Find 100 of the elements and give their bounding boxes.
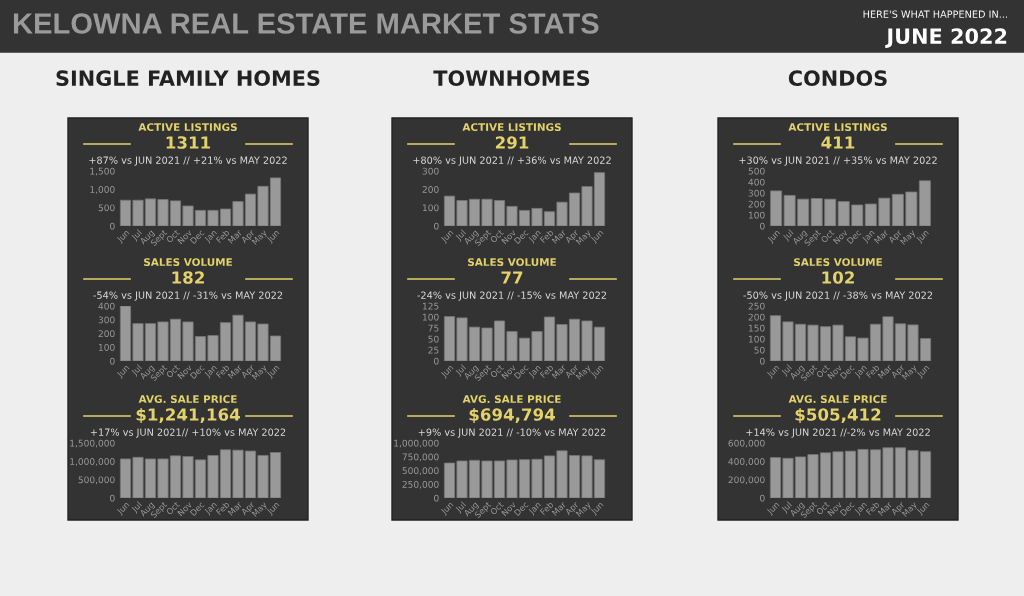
chart-subtitle: $694,794 [469, 407, 555, 424]
x-tick-label: Feb [215, 364, 230, 379]
x-tick-label: Jun [590, 364, 605, 379]
chart-title: SALES VOLUME [794, 258, 882, 267]
text: SINGLE FAMILY HOMES [56, 70, 320, 87]
y-tick-label: 300 [748, 189, 765, 197]
text: +9% vs JUN 2021 // -10% vs MAY 2022 [418, 428, 606, 438]
y-tick-label: 50 [428, 335, 439, 343]
y-tick-label: 100 [748, 211, 765, 219]
chart-title: ACTIVE LISTINGS [138, 123, 237, 132]
y-tick-label: 0 [110, 357, 115, 365]
y-tick-label: 100 [98, 343, 115, 351]
chart-subtitle: $505,412 [795, 407, 881, 424]
chart-subtitle: 1311 [166, 136, 211, 149]
y-tick-label: 125 [422, 302, 439, 310]
x-tick-label: Mar [873, 228, 889, 244]
x-tick-label: Mar [877, 363, 893, 379]
x-tick-label: Feb [865, 364, 880, 379]
x-tick-label: Mar [877, 500, 893, 516]
text: HERE'S WHAT HAPPENED IN... [863, 10, 1007, 18]
x-tick-label: Dec [839, 364, 855, 380]
y-tick-label: 75 [428, 324, 439, 332]
x-tick-label: Feb [539, 364, 554, 379]
chart-subtitle: 291 [495, 136, 529, 149]
chart-subtitle: $1,241,164 [136, 407, 240, 424]
x-tick-label: Mar [227, 228, 243, 244]
y-tick-label: 500,000 [78, 476, 115, 485]
x-tick-label: Dec [189, 364, 205, 380]
x-tick-label: Jul [782, 229, 795, 242]
y-tick-label: 1,500 [90, 167, 115, 176]
text: +17% vs JUN 2021// +10% vs MAY 2022 [90, 428, 286, 438]
text: +87% vs JUN 2021 // +21% vs MAY 2022 [89, 156, 287, 166]
chart-subtitle: 77 [501, 271, 523, 284]
y-tick-label: 100 [422, 204, 439, 212]
y-tick-label: 0 [760, 494, 765, 502]
y-tick-label: 50 [754, 346, 765, 354]
x-tick-label: Dec [189, 229, 205, 245]
x-tick-label: Jun [766, 501, 781, 516]
y-tick-label: 0 [110, 222, 115, 230]
y-tick-label: 400 [748, 178, 765, 186]
y-tick-label: 1,000,000 [394, 439, 439, 448]
chart-title: SALES VOLUME [468, 258, 556, 267]
x-tick-label: Dec [839, 501, 855, 517]
y-tick-label: 0 [434, 494, 439, 502]
x-tick-label: Feb [865, 501, 880, 516]
x-tick-label: Dec [513, 364, 529, 380]
text: JUNE 2022 [885, 28, 1007, 48]
x-tick-label: Mar [551, 500, 567, 516]
y-tick-label: 400 [98, 302, 115, 310]
x-tick-label: Feb [539, 229, 554, 244]
chart-subtitle: 102 [822, 271, 854, 284]
x-tick-label: Mar [227, 500, 243, 516]
y-tick-label: 0 [434, 357, 439, 365]
x-tick-label: Jun [766, 364, 781, 379]
x-tick-label: Feb [539, 501, 554, 516]
y-tick-label: 400,000 [728, 458, 765, 466]
y-tick-label: 0 [434, 222, 439, 230]
x-tick-label: Jun [116, 364, 131, 379]
text: +80% vs JUN 2021 // +36% vs MAY 2022 [413, 156, 611, 166]
y-tick-label: 25 [428, 346, 439, 354]
chart-title: AVG. SALE PRICE [788, 395, 887, 404]
y-tick-label: 0 [760, 357, 765, 365]
x-tick-label: Jun [266, 229, 281, 244]
text: TOWNHOMES [433, 70, 590, 87]
x-tick-label: Mar [551, 363, 567, 379]
x-tick-label: Jun [266, 501, 281, 516]
y-tick-label: 0 [110, 494, 115, 502]
text: KELOWNA REAL ESTATE MARKET STATS [13, 13, 599, 34]
y-tick-label: 200,000 [728, 476, 765, 485]
text: +30% vs JUN 2021 // +35% vs MAY 2022 [739, 156, 937, 166]
x-tick-label: Dec [846, 229, 862, 245]
y-tick-label: 150 [748, 324, 765, 332]
x-tick-label: Jun [266, 364, 281, 379]
chart-title: ACTIVE LISTINGS [462, 123, 561, 132]
y-tick-label: 750,000 [402, 453, 439, 462]
y-tick-label: 250 [748, 302, 765, 310]
text: -50% vs JUN 2021 // -38% vs MAY 2022 [743, 291, 933, 301]
y-tick-label: 1,000 [90, 186, 115, 194]
x-tick-label: Dec [513, 501, 529, 517]
chart-title: ACTIVE LISTINGS [788, 123, 887, 132]
x-tick-label: Jun [116, 501, 131, 516]
chart-title: AVG. SALE PRICE [462, 395, 561, 404]
chart-subtitle: 182 [172, 271, 204, 284]
y-tick-label: 1,500,000 [70, 439, 115, 448]
x-tick-label: Mar [551, 228, 567, 244]
y-tick-label: 500 [98, 204, 115, 212]
text: +14% vs JUN 2021 //-2% vs MAY 2022 [746, 428, 930, 438]
x-tick-label: Jun [766, 229, 782, 244]
x-tick-label: Dec [513, 229, 529, 245]
x-tick-label: Jun [590, 501, 605, 516]
y-tick-label: 600,000 [728, 439, 765, 448]
x-tick-label: Dec [189, 501, 205, 517]
y-tick-label: 250,000 [402, 480, 439, 489]
x-tick-label: Jun [440, 501, 455, 516]
x-tick-label: Jun [916, 501, 931, 516]
x-tick-label: Feb [215, 229, 230, 244]
x-tick-label: Jun [915, 229, 931, 244]
text: -54% vs JUN 2021 // -31% vs MAY 2022 [93, 291, 283, 301]
y-tick-label: 200 [98, 330, 115, 338]
y-tick-label: 1,000,000 [70, 458, 115, 466]
